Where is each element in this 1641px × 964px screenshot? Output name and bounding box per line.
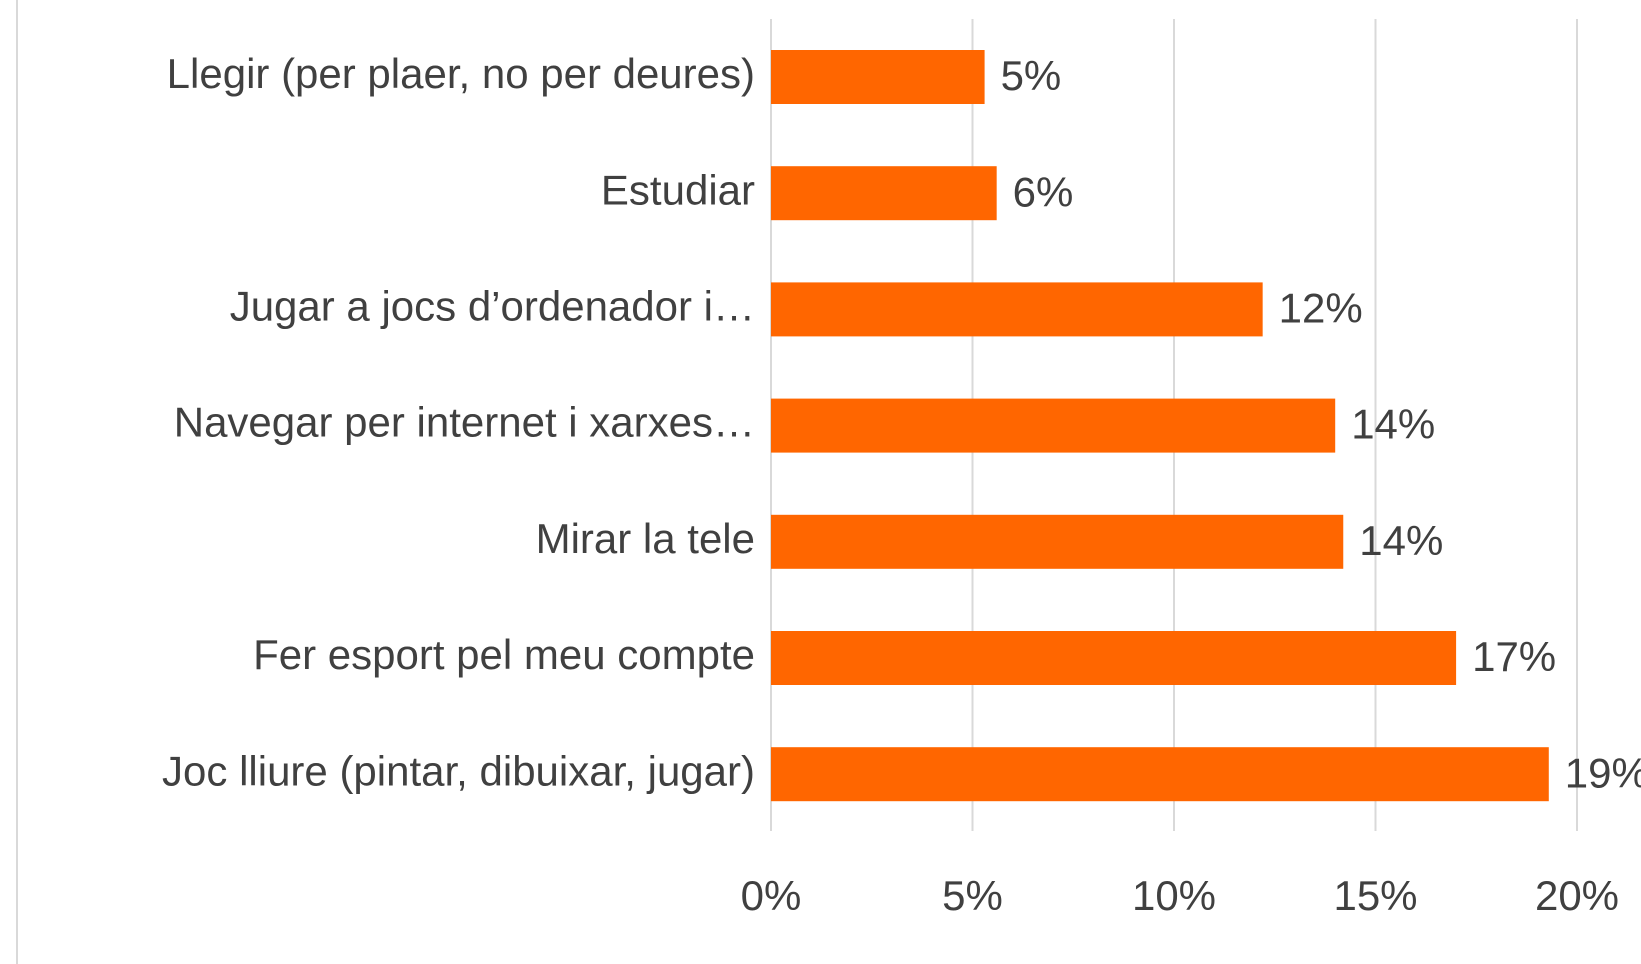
bar: [771, 398, 1336, 453]
y-tick-label: Mirar la tele: [536, 515, 755, 562]
x-tick-label: 5%: [942, 872, 1003, 919]
y-tick-label: Llegir (per plaer, no per deures): [167, 50, 755, 97]
y-tick-label: Navegar per internet i xarxes…: [174, 399, 755, 446]
value-label: 6%: [1013, 168, 1074, 215]
y-tick-label: Jugar a jocs d’ordenador i…: [230, 282, 755, 329]
x-tick-label: 15%: [1333, 872, 1417, 919]
value-label: 14%: [1359, 517, 1443, 564]
value-label: 14%: [1351, 401, 1435, 448]
y-tick-label: Estudiar: [601, 166, 755, 213]
y-tick-label: Fer esport pel meu compte: [253, 631, 755, 678]
bar: [771, 631, 1457, 685]
value-label: 17%: [1472, 633, 1556, 680]
y-tick-label: Joc lliure (pintar, dibuixar, jugar): [162, 747, 755, 794]
bar: [771, 50, 985, 104]
x-tick-label: 10%: [1132, 872, 1216, 919]
value-label: 19%: [1565, 749, 1641, 796]
x-tick-label: 0%: [741, 872, 802, 919]
bar: [771, 514, 1344, 569]
value-label: 5%: [1001, 52, 1062, 99]
x-tick-label: 20%: [1535, 872, 1619, 919]
bar: [771, 166, 997, 221]
value-label: 12%: [1279, 284, 1363, 331]
bar: [771, 282, 1263, 337]
bar: [771, 747, 1549, 802]
